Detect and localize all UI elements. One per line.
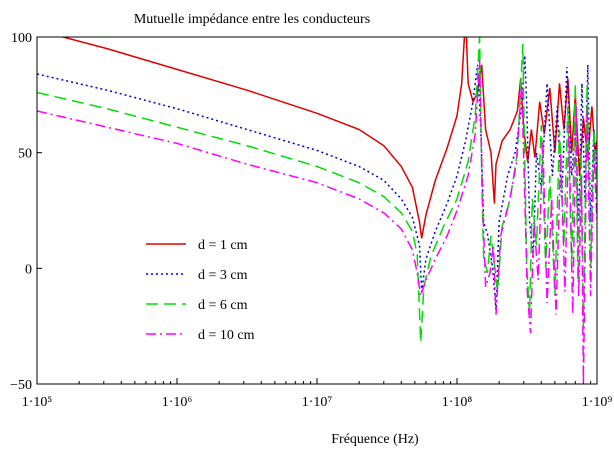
x-tick-label: 1·10⁹ — [582, 395, 613, 410]
x-tick-label: 1·10⁵ — [22, 395, 53, 410]
legend: d = 1 cm d = 3 cm d = 6 cm d = 10 cm — [146, 238, 255, 343]
x-tick-label: 1·10⁶ — [162, 395, 193, 410]
x-tick-label: 1·10⁷ — [302, 395, 333, 410]
legend-label: d = 3 cm — [198, 268, 248, 283]
series-line-4 — [37, 60, 597, 384]
x-tick-label: 1·10⁸ — [442, 395, 473, 410]
legend-label: d = 10 cm — [198, 328, 255, 343]
y-tick-label: 50 — [18, 147, 32, 162]
chart-title: Mutuelle impédance entre les conducteurs — [134, 12, 370, 27]
y-axis: 100 50 0 −50 — [10, 31, 42, 393]
y-tick-label: −50 — [10, 378, 32, 393]
legend-label: d = 1 cm — [198, 238, 248, 253]
series-line-2 — [37, 55, 597, 311]
series-line-3 — [37, 37, 597, 343]
y-tick-label: 100 — [11, 31, 32, 46]
legend-label: d = 6 cm — [198, 298, 248, 313]
plot-frame — [36, 36, 598, 385]
series-group — [37, 37, 597, 384]
plot-area — [37, 37, 597, 384]
x-axis-label: Fréquence (Hz) — [331, 432, 419, 447]
x-axis: 1·10⁵ 1·10⁶ 1·10⁷ 1·10⁸ 1·10⁹ — [22, 378, 613, 410]
y-tick-label: 0 — [25, 262, 32, 277]
